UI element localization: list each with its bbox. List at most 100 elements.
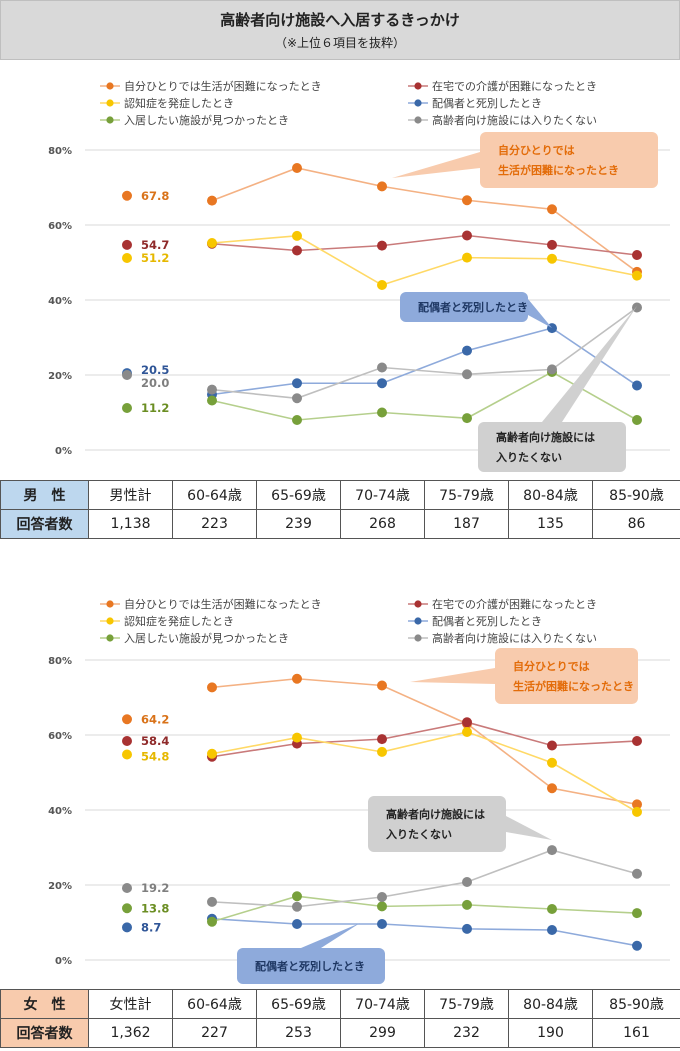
legend-entry: 認知症を発症したとき bbox=[124, 614, 234, 628]
table-row: 回答者数 1,362 227 253 299 232 190 161 bbox=[0, 1018, 680, 1048]
total-point-care bbox=[122, 736, 132, 746]
legend-entry: 入居したい施設が見つかったとき bbox=[124, 113, 289, 127]
data-point-dementia bbox=[462, 727, 472, 737]
data-point-found bbox=[207, 916, 217, 927]
total-label-found: 13.8 bbox=[141, 901, 169, 915]
data-point-nowant bbox=[207, 896, 217, 907]
legend-marker bbox=[106, 617, 114, 625]
gender-label: 女 性 bbox=[0, 989, 89, 1019]
respondent-count: 232 bbox=[424, 1018, 509, 1048]
age-group-cell: 75-79歳 bbox=[424, 989, 509, 1019]
data-point-care bbox=[632, 736, 642, 746]
callout-text: 入りたくない bbox=[386, 828, 452, 841]
respondents-label: 回答者数 bbox=[0, 509, 89, 539]
data-point-care bbox=[377, 240, 387, 251]
series-line-dementia bbox=[211, 731, 638, 813]
age-group-cell: 60-64歳 bbox=[172, 989, 257, 1019]
total-point-found bbox=[122, 903, 132, 914]
callout-box-spouse bbox=[400, 292, 528, 322]
table-row: 回答者数 1,138 223 239 268 187 135 86 bbox=[0, 509, 680, 539]
total-point-nowant bbox=[122, 883, 132, 893]
series-line-care bbox=[211, 721, 638, 758]
y-tick-label: 80% bbox=[48, 656, 72, 667]
data-point-self bbox=[207, 682, 217, 693]
data-point-nowant bbox=[547, 364, 557, 375]
chart-title: 高齢者向け施設へ入居するきっかけ bbox=[220, 11, 460, 29]
data-point-self bbox=[292, 673, 302, 684]
data-point-dementia bbox=[547, 253, 557, 264]
age-group-cell: 80-84歳 bbox=[508, 480, 593, 510]
total-label-spouse: 8.7 bbox=[141, 920, 161, 934]
male-chart-svg: 自分ひとりでは生活が困難になったとき 在宅での介護が困難になったとき認知症を発症し… bbox=[48, 79, 670, 472]
callout-box-nowant bbox=[368, 796, 506, 852]
callout-text: 高齢者向け施設には bbox=[496, 430, 595, 444]
total-label-nowant: 20.0 bbox=[141, 376, 169, 390]
respondent-count: 161 bbox=[592, 1018, 680, 1048]
legend-marker bbox=[106, 99, 114, 107]
legend-entry: 自分ひとりでは生活が困難になったとき bbox=[124, 79, 322, 93]
respondents-label: 回答者数 bbox=[0, 1018, 89, 1048]
callout-box-spouse bbox=[237, 948, 385, 984]
callout-pointer bbox=[528, 299, 552, 328]
y-tick-label: 60% bbox=[48, 221, 72, 232]
series-line-care bbox=[211, 234, 638, 256]
data-point-found bbox=[547, 904, 557, 914]
respondent-count: 135 bbox=[508, 509, 593, 539]
total-label-dementia: 51.2 bbox=[141, 251, 169, 265]
total-label-care: 54.7 bbox=[141, 238, 169, 252]
data-point-spouse bbox=[292, 919, 302, 929]
legend-marker bbox=[414, 634, 422, 642]
respondent-count: 227 bbox=[172, 1018, 257, 1048]
female-chart-svg: 自分ひとりでは生活が困難になったとき 在宅での介護が困難になったとき認知症を発症し… bbox=[48, 597, 670, 984]
legend-marker bbox=[414, 82, 422, 90]
respondent-count: 299 bbox=[340, 1018, 425, 1048]
total-label: 女性計 bbox=[88, 989, 173, 1019]
total-point-care bbox=[122, 239, 132, 250]
data-point-dementia bbox=[207, 748, 217, 759]
female-line-chart: 自分ひとりでは生活が困難になったとき 在宅での介護が困難になったとき 認知症を発症し… bbox=[0, 578, 680, 988]
data-point-dementia bbox=[462, 252, 472, 263]
data-point-care bbox=[547, 239, 557, 250]
total-point-found bbox=[122, 403, 132, 413]
data-point-care bbox=[547, 740, 557, 751]
gender-label: 男 性 bbox=[0, 480, 89, 510]
data-point-found bbox=[462, 413, 472, 424]
total-point-dementia bbox=[122, 253, 132, 263]
age-group-cell: 65-69歳 bbox=[256, 480, 341, 510]
respondent-count: 1,362 bbox=[88, 1018, 173, 1048]
series-line-dementia bbox=[211, 235, 638, 286]
data-point-found bbox=[377, 901, 387, 912]
data-point-care bbox=[462, 717, 472, 728]
data-point-spouse bbox=[547, 925, 557, 935]
data-point-self bbox=[632, 799, 642, 810]
respondent-count: 223 bbox=[172, 509, 257, 539]
respondent-count: 187 bbox=[424, 509, 509, 539]
series-line-spouse bbox=[211, 917, 638, 947]
age-group-cell: 75-79歳 bbox=[424, 480, 509, 510]
series-line-found bbox=[211, 371, 638, 421]
data-point-dementia bbox=[377, 746, 387, 757]
data-point-dementia bbox=[632, 806, 642, 817]
age-group-cell: 60-64歳 bbox=[172, 480, 257, 510]
data-point-care bbox=[632, 250, 642, 260]
series-line-nowant bbox=[211, 306, 638, 400]
callout-text: 配偶者と死別したとき bbox=[255, 959, 365, 973]
respondent-count: 239 bbox=[256, 509, 341, 539]
female-respondent-table: 女 性 女性計 60-64歳 65-69歳 70-74歳 75-79歳 80-8… bbox=[0, 989, 680, 1048]
data-point-dementia bbox=[292, 230, 302, 241]
data-point-spouse bbox=[632, 380, 642, 391]
data-point-found bbox=[292, 891, 302, 902]
data-point-found bbox=[292, 415, 302, 425]
respondent-count: 268 bbox=[340, 509, 425, 539]
legend-entry: 配偶者と死別したとき bbox=[432, 97, 542, 110]
callout-text: 生活が困難になったとき bbox=[498, 163, 619, 177]
legend-entry: 在宅での介護が困難になったとき bbox=[432, 597, 597, 611]
callout-text: 自分ひとりでは bbox=[513, 659, 590, 673]
total-point-self bbox=[122, 714, 132, 725]
data-point-care bbox=[292, 245, 302, 256]
data-point-nowant bbox=[462, 877, 472, 887]
callout-pointer bbox=[542, 306, 637, 422]
y-tick-label: 40% bbox=[48, 806, 72, 817]
legend-marker bbox=[106, 116, 114, 124]
data-point-spouse bbox=[632, 940, 642, 951]
